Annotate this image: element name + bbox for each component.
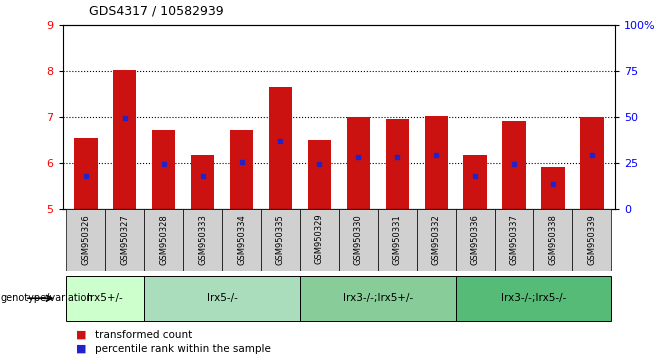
Text: lrx3-/-;lrx5+/-: lrx3-/-;lrx5+/- [343,293,413,303]
Bar [534,209,572,271]
Bar [339,209,378,271]
Bar [113,70,136,209]
Bar [495,209,534,271]
Text: GSM950332: GSM950332 [432,214,441,264]
Text: transformed count: transformed count [95,330,193,339]
Bar [222,209,261,271]
Bar [152,130,176,209]
Bar [74,138,97,209]
Text: GSM950330: GSM950330 [354,214,363,264]
Bar [572,209,611,271]
Text: lrx5+/-: lrx5+/- [88,293,123,303]
Text: GSM950327: GSM950327 [120,214,129,264]
Text: GDS4317 / 10582939: GDS4317 / 10582939 [89,5,224,18]
Text: lrx3-/-;lrx5-/-: lrx3-/-;lrx5-/- [501,293,566,303]
Text: GSM950339: GSM950339 [588,214,596,264]
Text: GSM950328: GSM950328 [159,214,168,264]
Bar [144,209,183,271]
Text: GSM950333: GSM950333 [198,214,207,265]
Bar [230,130,253,209]
Bar [378,209,417,271]
Text: ■: ■ [76,330,86,339]
Text: GSM950326: GSM950326 [82,214,90,264]
Text: GSM950337: GSM950337 [509,214,519,265]
Bar [269,87,292,209]
Bar [386,119,409,209]
Text: percentile rank within the sample: percentile rank within the sample [95,344,271,354]
Text: GSM950336: GSM950336 [470,214,480,265]
Bar [191,155,215,209]
Text: GSM950329: GSM950329 [315,214,324,264]
Text: GSM950338: GSM950338 [549,214,557,265]
Text: genotype/variation: genotype/variation [1,293,93,303]
Bar [455,209,495,271]
Bar [308,140,331,209]
Bar [347,117,370,209]
Bar [424,116,448,209]
Bar [105,209,144,271]
Bar [580,117,603,209]
Text: ■: ■ [76,344,86,354]
Bar [300,276,455,321]
Bar [417,209,455,271]
Bar [66,276,144,321]
Bar [300,209,339,271]
Text: GSM950331: GSM950331 [393,214,402,264]
Bar [502,120,526,209]
Text: GSM950334: GSM950334 [237,214,246,264]
Text: GSM950335: GSM950335 [276,214,285,264]
Bar [455,276,611,321]
Bar [66,209,105,271]
Bar [261,209,300,271]
Bar [144,276,300,321]
Bar [463,155,487,209]
Bar [542,167,565,209]
Text: lrx5-/-: lrx5-/- [207,293,238,303]
Bar [183,209,222,271]
